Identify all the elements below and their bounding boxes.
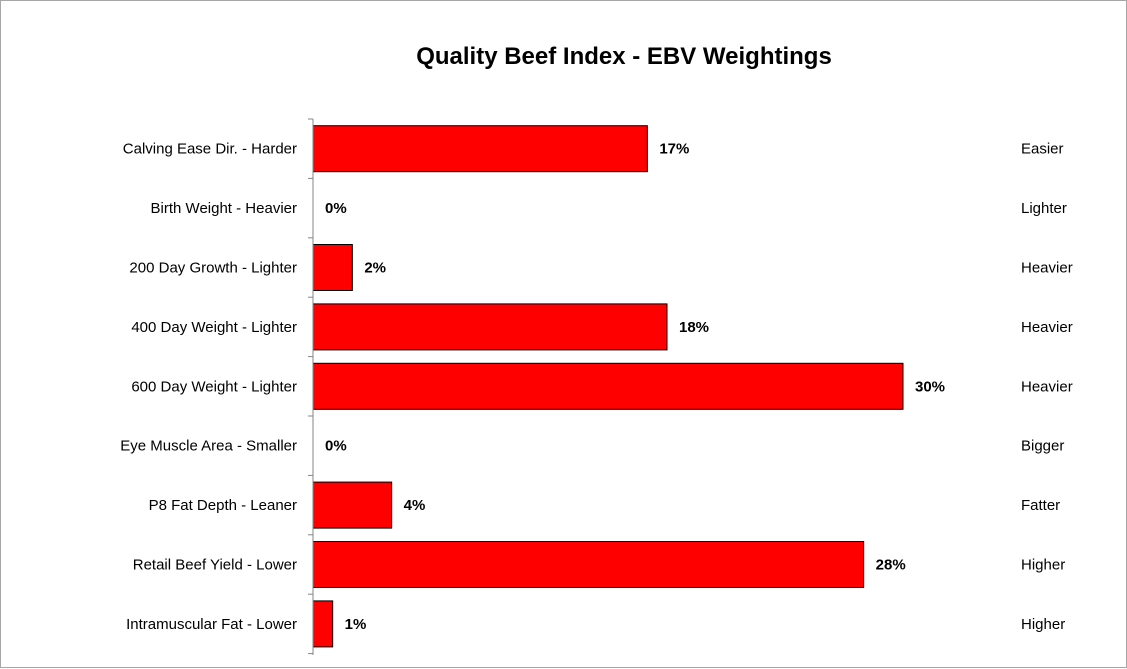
bar (312, 600, 334, 648)
bar (312, 303, 668, 351)
category-label: 600 Day Weight - Lighter (131, 378, 297, 395)
direction-label: Higher (1021, 557, 1065, 574)
direction-label: Bigger (1021, 438, 1064, 455)
category-label: Intramuscular Fat - Lower (126, 616, 297, 633)
category-label: Calving Ease Dir. - Harder (123, 141, 297, 158)
data-label: 0% (325, 200, 347, 217)
category-label: Retail Beef Yield - Lower (133, 557, 297, 574)
bars-layer (312, 125, 904, 648)
direction-label: Heavier (1021, 319, 1073, 336)
direction-label: Heavier (1021, 260, 1073, 277)
category-label: P8 Fat Depth - Leaner (149, 497, 297, 514)
direction-label: Easier (1021, 141, 1064, 158)
bar (312, 244, 353, 291)
data-label: 4% (404, 497, 426, 514)
labels-layer: Calving Ease Dir. - Harder 17% Easier Birth… (120, 141, 1072, 633)
bar (312, 362, 904, 410)
bar (312, 125, 648, 173)
direction-label: Higher (1021, 616, 1065, 633)
data-label: 30% (915, 378, 945, 395)
direction-label: Lighter (1021, 200, 1067, 217)
bar (312, 481, 393, 529)
category-label: 400 Day Weight - Lighter (131, 319, 297, 336)
data-label: 0% (325, 438, 347, 455)
category-label: 200 Day Growth - Lighter (129, 260, 297, 277)
data-label: 1% (345, 616, 367, 633)
category-label: Eye Muscle Area - Smaller (120, 438, 297, 455)
data-label: 28% (876, 557, 906, 574)
bar (312, 541, 865, 588)
ticks-layer (308, 118, 313, 655)
chart-title: Quality Beef Index - EBV Weightings (416, 43, 832, 70)
category-label: Birth Weight - Heavier (151, 200, 297, 217)
data-label: 17% (659, 141, 689, 158)
direction-label: Heavier (1021, 378, 1073, 395)
data-label: 2% (364, 260, 386, 277)
data-label: 18% (679, 319, 709, 336)
direction-label: Fatter (1021, 497, 1060, 514)
